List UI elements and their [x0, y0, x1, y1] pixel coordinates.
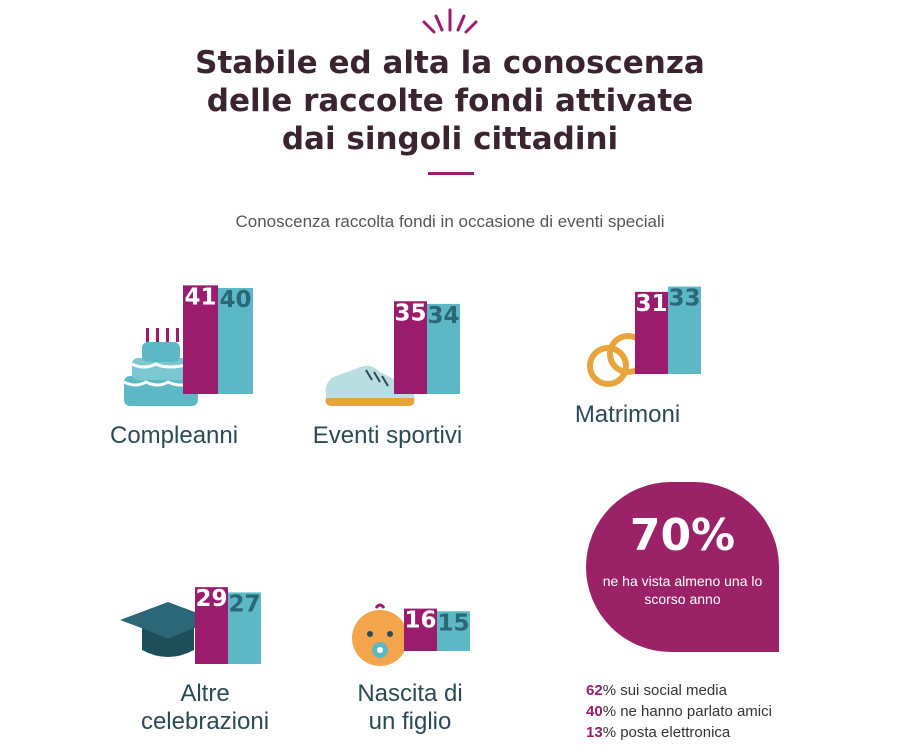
highlight-note: ne ha vista almeno una lo scorso anno — [602, 573, 763, 607]
category-label: Matrimoni — [574, 401, 681, 428]
page-title: Stabile ed alta la conoscenza delle racc… — [150, 44, 750, 158]
stat-text: % sui social media — [602, 682, 727, 699]
bars-altre-celebrazioni: 29 27 — [195, 586, 261, 664]
category-label: Eventi sportivi — [312, 422, 463, 449]
stat-number: 62 — [586, 682, 603, 699]
baby-icon — [352, 603, 408, 666]
sneaker-icon — [325, 365, 415, 406]
category-label: Compleanni — [110, 422, 239, 449]
bar-value-label: 27 — [228, 591, 260, 617]
stats-list: 62% sui social media 40% ne hanno parlat… — [586, 680, 886, 743]
highlight-percent: 70% — [629, 510, 736, 561]
graduation-cap-icon — [120, 602, 216, 660]
bar-series-1 — [394, 301, 427, 394]
stat-text: % posta elettronica — [602, 724, 731, 741]
chart-group-nascita-figlio: 16 15 Nascita di un figlio — [340, 570, 490, 740]
chart-group-matrimoni: 31 33 Matrimoni — [560, 262, 750, 462]
chart-group-compleanni: 41 40 Compleanni — [110, 262, 280, 462]
bar-value-label: 29 — [195, 586, 227, 612]
bars-nascita-figlio: 16 15 — [404, 608, 470, 651]
stat-number: 40 — [586, 703, 603, 720]
bar-series-1 — [183, 285, 218, 394]
bar-series-2 — [218, 288, 253, 394]
bar-series-2 — [427, 303, 460, 394]
bar-series-2 — [228, 592, 261, 664]
title-line: delle raccolte fondi attivate — [206, 83, 694, 119]
bar-value-label: 34 — [427, 303, 459, 329]
title-line: Stabile ed alta la conoscenza — [195, 45, 705, 81]
stat-row: 62% sui social media — [586, 680, 886, 701]
bar-value-label: 41 — [184, 284, 216, 310]
chart-group-altre-celebrazioni: 29 27 Altre celebrazioni — [110, 550, 280, 740]
bar-value-label: 33 — [668, 286, 700, 312]
bar-series-2 — [668, 286, 701, 374]
chart-subtitle: Conoscenza raccolta fondi in occasione d… — [235, 212, 665, 232]
bars-compleanni: 41 40 — [183, 284, 253, 394]
category-label: Altre celebrazioni — [140, 680, 270, 735]
stat-text: % ne hanno parlato amici — [602, 703, 772, 720]
bars-eventi-sportivi: 35 34 — [394, 300, 460, 394]
highlight-bubble: 70% ne ha vista almeno una lo scorso ann… — [586, 482, 779, 652]
category-label: Nascita di un figlio — [357, 680, 463, 735]
stat-row: 40% ne hanno parlato amici — [586, 701, 886, 722]
bar-value-label: 16 — [404, 608, 436, 634]
cake-icon — [123, 328, 199, 406]
bar-value-label: 40 — [219, 287, 251, 313]
chart-group-eventi-sportivi: 35 34 Eventi sportivi — [300, 262, 500, 462]
bars-matrimoni: 31 33 — [635, 286, 701, 374]
title-divider — [428, 172, 474, 175]
title-line: dai singoli cittadini — [281, 121, 619, 157]
bar-value-label: 31 — [635, 291, 667, 317]
burst-decoration — [422, 8, 478, 34]
stat-number: 13 — [586, 724, 603, 741]
bar-value-label: 15 — [437, 610, 469, 636]
bar-series-1 — [404, 608, 437, 651]
stat-row: 13% posta elettronica — [586, 722, 886, 743]
bar-value-label: 35 — [394, 300, 426, 326]
bar-series-1 — [635, 291, 668, 374]
bar-series-2 — [437, 611, 470, 651]
bar-series-1 — [195, 587, 228, 664]
